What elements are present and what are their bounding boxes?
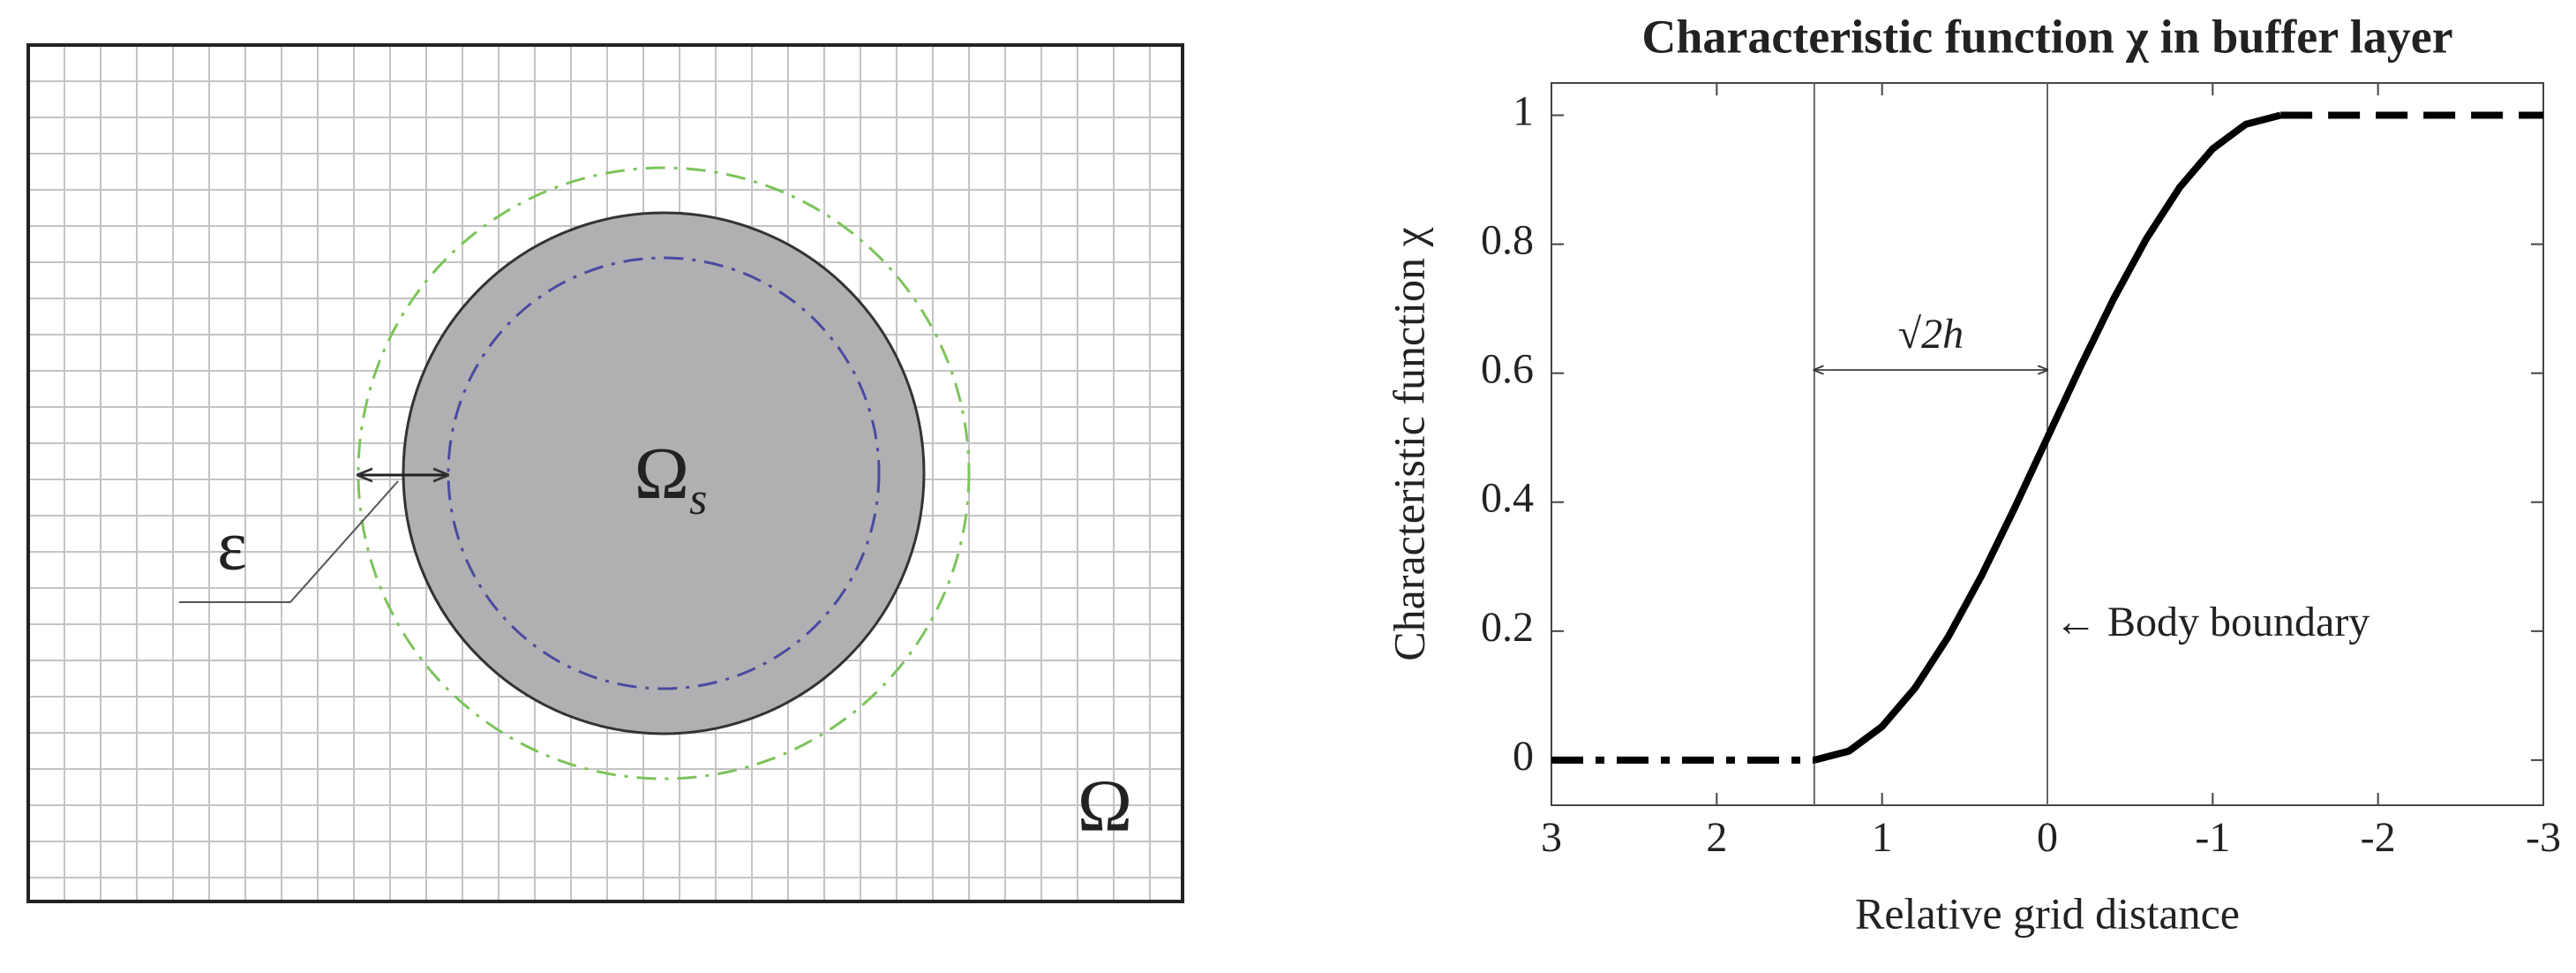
annotation: ← Body boundary bbox=[2054, 599, 2369, 645]
y-tick-label: 0.2 bbox=[1481, 604, 1534, 651]
leader-line bbox=[179, 480, 399, 603]
x-tick-label: -3 bbox=[2526, 814, 2561, 861]
annotation: √2h bbox=[1898, 311, 1964, 358]
solid-domain-label: Ωs bbox=[635, 433, 708, 524]
x-tick-label: 0 bbox=[2037, 814, 2058, 861]
series-line bbox=[1813, 111, 2282, 764]
domain-border bbox=[26, 43, 1184, 903]
epsilon-label: ε bbox=[217, 507, 247, 585]
symbol: Ω bbox=[635, 433, 689, 515]
x-tick-label: 3 bbox=[1541, 814, 1562, 861]
y-tick-label: 0.6 bbox=[1481, 346, 1534, 393]
inner-buffer-circle bbox=[447, 256, 881, 690]
y-axis-label: Characteristic function χ bbox=[1384, 227, 1433, 660]
x-tick-label: -1 bbox=[2195, 814, 2230, 861]
y-tick-label: 0.8 bbox=[1481, 217, 1534, 264]
chart: Characteristic function χ in buffer laye… bbox=[1384, 10, 2561, 938]
subscript: s bbox=[689, 474, 707, 524]
x-tick-label: -2 bbox=[2361, 814, 2396, 861]
domain-label: Ω bbox=[1078, 765, 1132, 847]
x-axis-label: Relative grid distance bbox=[1855, 888, 2240, 938]
chart-title: Characteristic function χ in buffer laye… bbox=[1641, 10, 2452, 63]
x-tick-label: 1 bbox=[1872, 814, 1893, 861]
x-tick-label: 2 bbox=[1706, 814, 1727, 861]
y-tick-label: 1 bbox=[1513, 88, 1534, 135]
domain-diagram: ε Ωs Ω bbox=[26, 43, 1184, 903]
outer-buffer-circle bbox=[357, 166, 971, 781]
y-tick-label: 0.4 bbox=[1481, 475, 1534, 522]
y-tick-label: 0 bbox=[1513, 733, 1534, 780]
